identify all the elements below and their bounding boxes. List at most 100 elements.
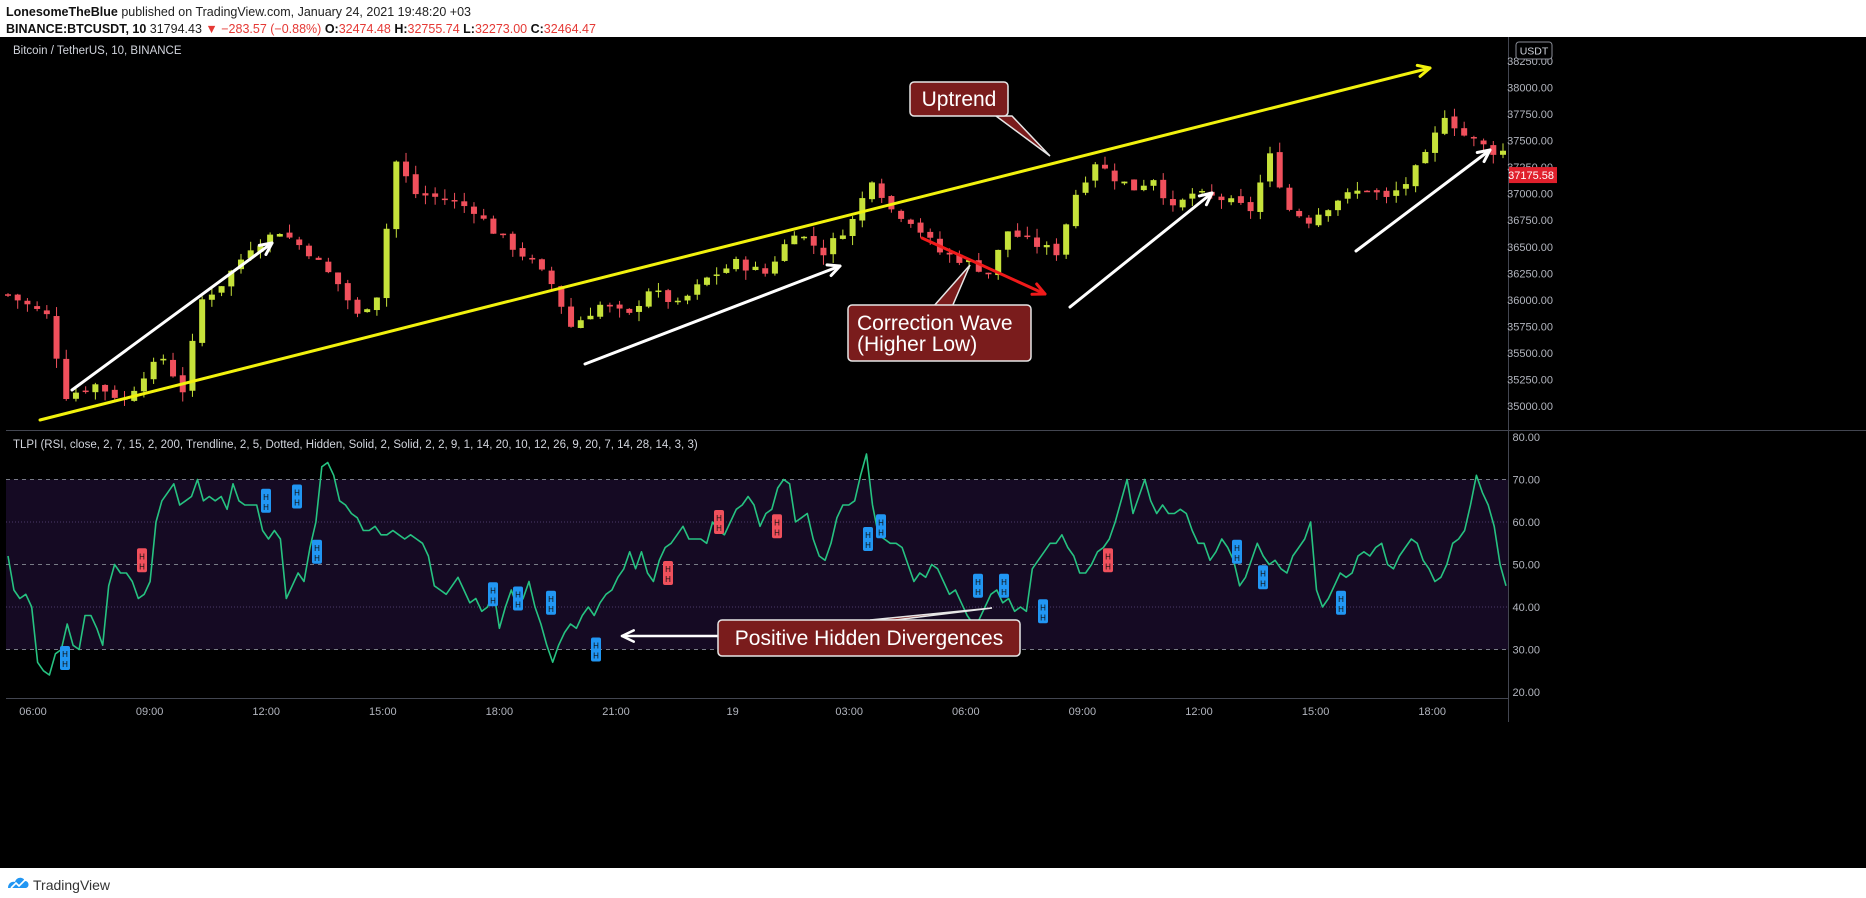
candle[interactable]: [1004, 231, 1011, 258]
candle[interactable]: [733, 256, 740, 272]
tradingview-brand[interactable]: TradingView: [33, 877, 111, 893]
candle[interactable]: [810, 226, 817, 254]
candle[interactable]: [597, 301, 604, 319]
candle[interactable]: [1043, 241, 1050, 255]
candle[interactable]: [373, 297, 380, 316]
candle[interactable]: [907, 218, 914, 228]
candle[interactable]: [791, 231, 798, 245]
candle[interactable]: [985, 272, 992, 279]
candle[interactable]: [587, 307, 594, 320]
candle[interactable]: [1140, 179, 1147, 192]
divergence-callout[interactable]: Positive Hidden Divergences: [717, 607, 1021, 657]
candle[interactable]: [1082, 176, 1089, 196]
candle[interactable]: [1344, 188, 1351, 204]
hidden-bullish-divergence-marker[interactable]: HH: [312, 539, 322, 564]
hidden-bullish-divergence-marker[interactable]: HH: [488, 582, 498, 607]
candle[interactable]: [1276, 142, 1283, 189]
hidden-bullish-divergence-marker[interactable]: HH: [1258, 565, 1268, 590]
candle[interactable]: [111, 385, 118, 401]
candle[interactable]: [665, 288, 672, 309]
hidden-bullish-divergence-marker[interactable]: HH: [1232, 539, 1242, 564]
correction-arrow[interactable]: [920, 236, 1047, 296]
candle[interactable]: [82, 386, 89, 394]
candle[interactable]: [519, 242, 526, 261]
candle[interactable]: [1296, 208, 1303, 218]
candle[interactable]: [412, 165, 419, 199]
candle[interactable]: [63, 349, 70, 401]
candle[interactable]: [1034, 228, 1041, 254]
candle[interactable]: [1315, 208, 1322, 227]
candle[interactable]: [441, 189, 448, 205]
candle[interactable]: [1470, 135, 1477, 147]
candle[interactable]: [1451, 108, 1458, 136]
candle[interactable]: [626, 308, 633, 315]
hidden-bullish-divergence-marker[interactable]: HH: [513, 586, 523, 611]
uptrend-callout[interactable]: Uptrend: [909, 81, 1051, 157]
candle[interactable]: [500, 233, 507, 239]
chart-canvas[interactable]: 35000.00 35250.00 35500.00 35750.00 36000.00…: [0, 0, 1866, 868]
candle[interactable]: [655, 282, 662, 298]
candle[interactable]: [713, 267, 720, 285]
candle[interactable]: [898, 209, 905, 223]
time-axis-labels[interactable]: 06:00 09:00 12:00 15:00 18:00 21:00 19 03:00 06:…: [19, 706, 1446, 718]
candle[interactable]: [160, 354, 167, 365]
candle[interactable]: [878, 178, 885, 204]
candle[interactable]: [344, 279, 351, 310]
candle[interactable]: [868, 181, 875, 203]
uptrend-trendline[interactable]: [38, 63, 1432, 422]
author-name[interactable]: LonesomeTheBlue: [6, 5, 118, 19]
candles[interactable]: [5, 108, 1506, 406]
candle[interactable]: [305, 243, 312, 260]
candle[interactable]: [1490, 141, 1497, 164]
candle[interactable]: [5, 293, 11, 297]
candle[interactable]: [752, 261, 759, 271]
divergence-arrow[interactable]: [620, 629, 720, 643]
candle[interactable]: [102, 384, 109, 401]
candle[interactable]: [92, 382, 99, 400]
hidden-bearish-divergence-marker[interactable]: HH: [137, 548, 147, 573]
hidden-bullish-divergence-marker[interactable]: HH: [863, 527, 873, 551]
wave-arrow-4[interactable]: [1354, 148, 1492, 253]
candle[interactable]: [208, 288, 215, 307]
price-annotations[interactable]: Uptrend Correction Wave(Higher Low): [38, 63, 1492, 643]
hidden-bearish-divergence-marker[interactable]: HH: [772, 514, 782, 539]
candle[interactable]: [1305, 215, 1312, 229]
candle[interactable]: [1325, 209, 1332, 222]
candle[interactable]: [276, 233, 283, 237]
candle[interactable]: [1257, 174, 1264, 220]
candle[interactable]: [1014, 223, 1021, 238]
wave-arrow-2[interactable]: [583, 263, 842, 366]
candle[interactable]: [383, 223, 390, 307]
candle[interactable]: [296, 236, 303, 250]
candle[interactable]: [568, 297, 575, 328]
candle[interactable]: [1422, 149, 1429, 164]
candle[interactable]: [636, 300, 643, 322]
candle[interactable]: [616, 300, 623, 318]
currency-badge[interactable]: USDT: [1515, 41, 1553, 60]
candle[interactable]: [461, 192, 468, 213]
candle[interactable]: [529, 254, 536, 264]
hidden-bullish-divergence-marker[interactable]: HH: [261, 488, 271, 513]
candle[interactable]: [1063, 223, 1070, 259]
candle[interactable]: [218, 286, 225, 297]
candle[interactable]: [53, 307, 60, 368]
candle[interactable]: [509, 231, 516, 257]
candle[interactable]: [1179, 198, 1186, 211]
candle[interactable]: [1364, 190, 1371, 193]
candle[interactable]: [1402, 177, 1409, 196]
candle[interactable]: [762, 263, 769, 277]
candle[interactable]: [839, 229, 846, 240]
candle[interactable]: [1500, 143, 1506, 159]
candle[interactable]: [1024, 226, 1031, 240]
candle[interactable]: [830, 232, 837, 263]
candle[interactable]: [1237, 188, 1244, 205]
candle[interactable]: [257, 239, 264, 259]
hidden-bullish-divergence-marker[interactable]: HH: [591, 637, 601, 662]
hidden-bearish-divergence-marker[interactable]: HH: [1103, 548, 1113, 573]
candle[interactable]: [335, 272, 342, 292]
rsi-line[interactable]: [7, 453, 1507, 676]
candle[interactable]: [694, 279, 701, 300]
candle[interactable]: [1286, 184, 1293, 212]
candle[interactable]: [170, 352, 177, 378]
